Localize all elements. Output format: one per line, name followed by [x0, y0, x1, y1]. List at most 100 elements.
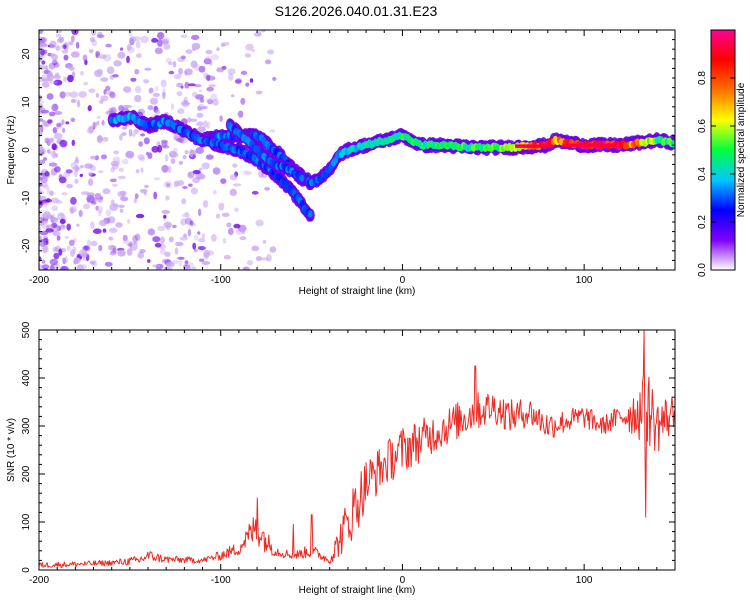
noise-speckle [70, 117, 76, 123]
noise-speckle [42, 184, 50, 190]
noise-speckle [95, 93, 99, 98]
noise-speckle [53, 252, 60, 260]
noise-speckle [198, 89, 203, 93]
noise-speckle [65, 121, 70, 125]
noise-speckle [46, 188, 51, 195]
spectrogram-ylabel: Frequency (Hz) [6, 116, 17, 185]
noise-speckle [40, 124, 44, 133]
noise-speckle [61, 127, 66, 133]
y-tick-label: 0 [21, 147, 32, 153]
noise-speckle [168, 236, 174, 243]
noise-speckle [130, 77, 137, 82]
noise-speckle [139, 249, 146, 253]
noise-speckle [96, 120, 100, 126]
snr-ylabel: SNR (10 * v/v) [6, 418, 17, 482]
noise-speckle [180, 218, 187, 226]
noise-speckle [160, 79, 167, 88]
noise-speckle [192, 169, 201, 175]
noise-speckle [151, 145, 159, 153]
noise-speckle [102, 228, 107, 233]
noise-speckle [83, 81, 88, 86]
noise-speckle [124, 104, 133, 109]
noise-speckle [194, 84, 202, 88]
noise-speckle [129, 35, 137, 44]
noise-speckle [201, 162, 210, 170]
noise-speckle [147, 152, 153, 160]
noise-speckle [39, 96, 42, 102]
noise-speckle [89, 260, 95, 265]
noise-speckle [86, 239, 91, 248]
noise-speckle [66, 245, 71, 251]
noise-speckle [172, 224, 177, 228]
noise-speckle [198, 237, 206, 243]
noise-speckle [119, 134, 123, 141]
noise-speckle [172, 147, 178, 154]
noise-speckle [118, 105, 124, 112]
noise-speckle [99, 196, 104, 200]
noise-speckle [54, 166, 61, 173]
noise-speckle [205, 154, 214, 160]
colorbar-tick-label: 0.4 [697, 167, 708, 181]
noise-speckle [204, 55, 213, 64]
noise-speckle [135, 169, 140, 174]
noise-speckle [109, 227, 118, 234]
noise-speckle [193, 248, 198, 253]
noise-speckle [57, 213, 66, 221]
noise-speckle [46, 197, 51, 203]
noise-speckle [137, 251, 144, 259]
noise-speckle [157, 144, 163, 153]
noise-speckle [112, 247, 117, 253]
noise-speckle [40, 48, 45, 56]
noise-speckle [89, 37, 96, 43]
noise-speckle [76, 223, 80, 227]
noise-speckle [223, 254, 231, 260]
noise-speckle [181, 198, 187, 205]
noise-speckle [40, 109, 50, 114]
noise-speckle [78, 91, 87, 98]
noise-speckle [136, 53, 142, 59]
noise-speckle [134, 193, 139, 200]
noise-speckle [97, 54, 107, 59]
noise-speckle [49, 40, 57, 49]
noise-speckle [216, 67, 225, 73]
noise-speckle [112, 156, 121, 164]
noise-speckle [43, 157, 48, 161]
noise-speckle [118, 167, 125, 172]
noise-speckle [175, 241, 184, 247]
noise-speckle [253, 32, 262, 37]
noise-speckle [52, 246, 58, 253]
noise-speckle [101, 119, 105, 126]
noise-speckle [264, 187, 270, 191]
x-tick-label: -100 [211, 575, 231, 586]
noise-speckle [47, 224, 55, 228]
y-tick-label: 10 [21, 96, 32, 108]
noise-speckle [221, 212, 230, 217]
noise-speckle [96, 135, 103, 143]
noise-speckle [189, 220, 194, 226]
noise-speckle [210, 54, 220, 61]
noise-speckle [51, 54, 59, 61]
noise-speckle [159, 248, 167, 255]
chart-title: S126.2026.040.01.31.E23 [275, 3, 438, 19]
noise-speckle [88, 125, 95, 134]
noise-speckle [50, 150, 57, 157]
noise-speckle [228, 73, 234, 81]
noise-speckle [155, 85, 159, 92]
noise-speckle [245, 43, 254, 51]
noise-speckle [163, 181, 173, 189]
noise-speckle [169, 152, 179, 158]
noise-speckle [184, 260, 189, 265]
noise-speckle [112, 74, 119, 78]
noise-speckle [218, 202, 225, 211]
noise-speckle [198, 258, 205, 262]
noise-speckle [172, 61, 177, 68]
noise-speckle [180, 34, 188, 39]
noise-speckle [161, 38, 168, 45]
noise-speckle [107, 90, 114, 96]
noise-speckle [162, 92, 166, 100]
noise-speckle [39, 145, 44, 154]
noise-speckle [205, 49, 213, 55]
noise-speckle [212, 167, 221, 175]
noise-speckle [143, 137, 150, 145]
